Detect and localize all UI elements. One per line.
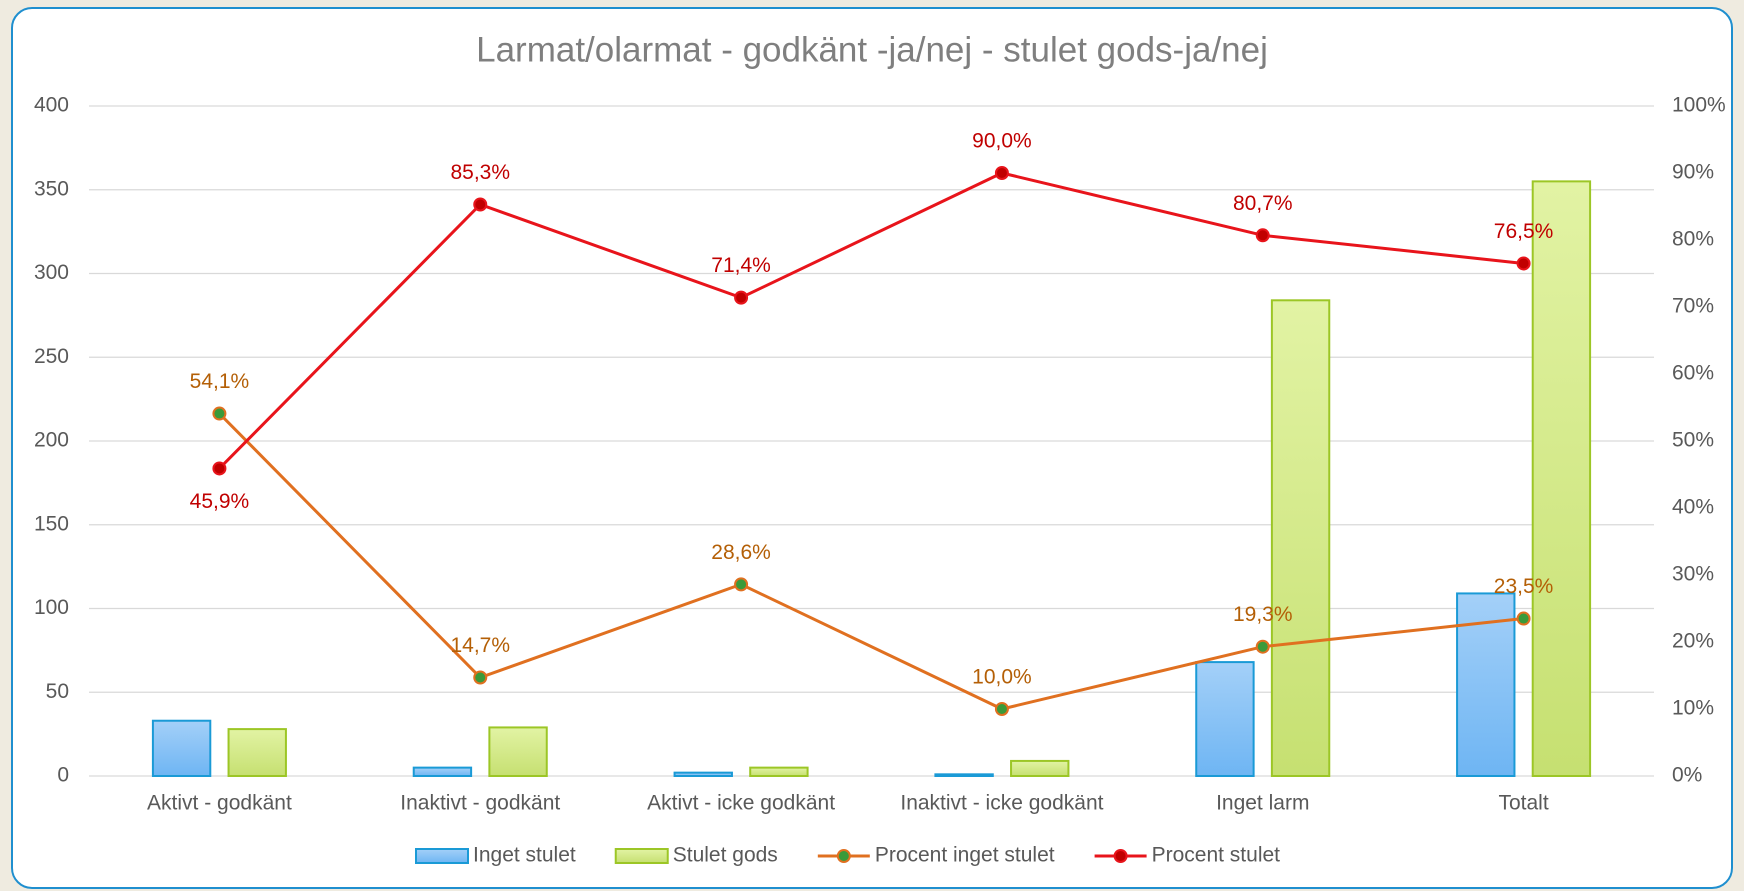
data-label: 28,6%	[711, 541, 771, 564]
x-tick-label: Totalt	[1498, 792, 1548, 815]
x-tick-label: Inaktivt - icke godkänt	[900, 792, 1103, 815]
data-label: 19,3%	[1233, 603, 1293, 626]
y-tick-label: 100	[34, 596, 69, 619]
y2-tick-label: 100%	[1672, 94, 1726, 117]
data-label: 76,5%	[1494, 220, 1554, 243]
legend-label: Procent inget stulet	[875, 844, 1055, 867]
legend-swatch	[415, 848, 469, 864]
y2-tick-label: 50%	[1672, 429, 1714, 452]
y2-tick-label: 40%	[1672, 496, 1714, 519]
x-tick-label: Aktivt - icke godkänt	[647, 792, 835, 815]
line-marker	[1255, 639, 1270, 654]
line	[218, 171, 1524, 470]
y2-tick-label: 0%	[1672, 764, 1702, 787]
bar	[151, 719, 212, 777]
y-tick-label: 350	[34, 177, 69, 200]
data-label: 14,7%	[450, 634, 510, 657]
line-marker	[473, 670, 488, 685]
legend-label: Inget stulet	[473, 844, 576, 867]
legend-swatch	[614, 848, 669, 864]
data-label: 80,7%	[1233, 192, 1293, 215]
line-marker	[212, 461, 227, 476]
y-tick-label: 50	[46, 680, 69, 703]
line	[218, 412, 1524, 711]
bar	[1195, 661, 1255, 777]
x-tick-label: Inaktivt - godkänt	[400, 792, 560, 815]
line-marker	[1516, 256, 1531, 271]
line-marker	[994, 166, 1009, 180]
bar	[673, 771, 733, 778]
chart-title: Larmat/olarmat - godkänt -ja/nej - stule…	[476, 30, 1268, 69]
line-marker	[994, 702, 1009, 716]
bar	[227, 728, 287, 777]
bar	[749, 766, 809, 777]
bar	[934, 773, 994, 778]
line-marker	[473, 197, 488, 212]
y2-tick-label: 60%	[1672, 362, 1714, 385]
y-tick-label: 400	[34, 94, 69, 117]
y-tick-label: 0	[57, 764, 69, 787]
data-label: 23,5%	[1494, 575, 1554, 598]
line-marker	[212, 406, 227, 421]
y-tick-label: 200	[34, 429, 69, 452]
bar	[1010, 759, 1070, 777]
line-marker	[734, 290, 749, 305]
y-tick-label: 300	[34, 261, 69, 284]
data-label: 90,0%	[972, 130, 1032, 153]
line-marker	[1255, 228, 1270, 243]
y-tick-label: 150	[34, 512, 69, 535]
y2-tick-label: 90%	[1672, 161, 1714, 184]
data-label: 71,4%	[711, 254, 771, 277]
legend-swatch	[1113, 849, 1128, 863]
y2-tick-label: 70%	[1672, 295, 1714, 318]
bar	[1531, 180, 1592, 777]
line-marker	[1516, 611, 1531, 626]
legend-label: Procent stulet	[1152, 844, 1281, 867]
x-tick-label: Aktivt - godkänt	[147, 792, 292, 815]
data-label: 85,3%	[450, 161, 510, 184]
y-tick-label: 250	[34, 345, 69, 368]
bar	[488, 726, 548, 777]
line-marker	[734, 577, 749, 592]
bar	[412, 766, 473, 777]
y2-tick-label: 20%	[1672, 630, 1714, 653]
y2-tick-label: 10%	[1672, 697, 1714, 720]
x-tick-label: Inget larm	[1216, 792, 1309, 815]
y2-tick-label: 80%	[1672, 228, 1714, 251]
legend-label: Stulet gods	[673, 844, 778, 867]
y2-tick-label: 30%	[1672, 563, 1714, 586]
data-label: 10,0%	[972, 666, 1032, 689]
bar	[1270, 299, 1331, 777]
legend-swatch	[836, 849, 851, 863]
data-label: 54,1%	[190, 370, 250, 393]
data-label: 45,9%	[190, 490, 250, 513]
